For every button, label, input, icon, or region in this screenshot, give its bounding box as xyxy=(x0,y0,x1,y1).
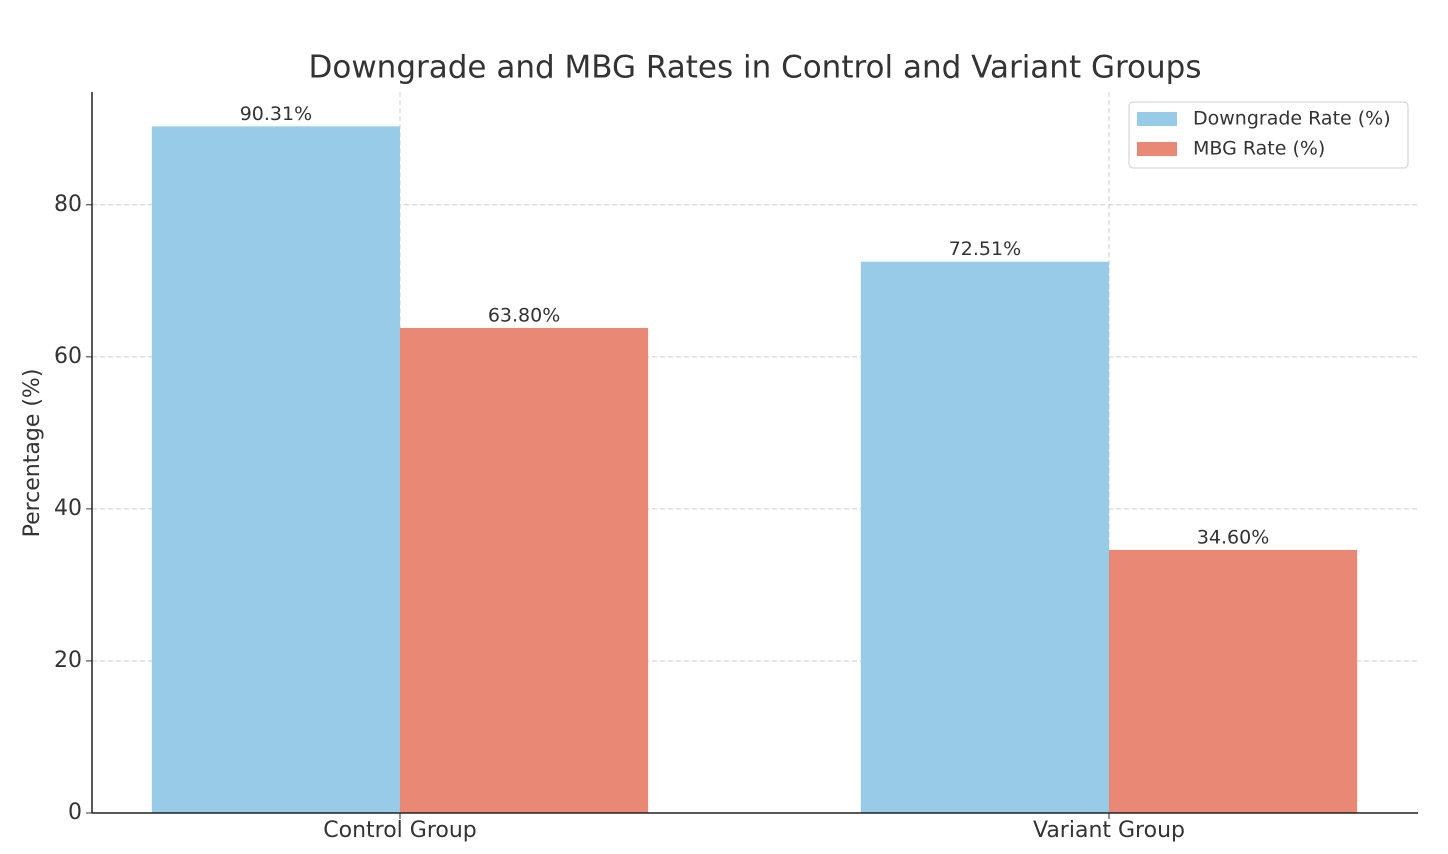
legend-label: MBG Rate (%) xyxy=(1193,138,1325,160)
y-tick-label: 80 xyxy=(54,192,82,217)
value-label: 72.51% xyxy=(949,238,1021,260)
legend-label: Downgrade Rate (%) xyxy=(1193,108,1391,130)
value-label: 90.31% xyxy=(240,103,312,125)
x-tick-label: Variant Group xyxy=(1033,818,1185,843)
y-tick-label: 20 xyxy=(54,648,82,673)
legend-swatch xyxy=(1137,142,1177,156)
legend-swatch xyxy=(1137,112,1177,126)
bar xyxy=(860,261,1109,814)
y-tick-label: 0 xyxy=(68,800,82,825)
chart-title: Downgrade and MBG Rates in Control and V… xyxy=(308,50,1201,86)
value-label: 63.80% xyxy=(488,304,560,326)
y-tick-label: 60 xyxy=(54,344,82,369)
x-tick-label: Control Group xyxy=(323,818,477,843)
y-tick-label: 40 xyxy=(54,496,82,521)
bar xyxy=(1109,549,1358,813)
bar xyxy=(400,327,649,813)
y-axis-label: Percentage (%) xyxy=(20,369,45,538)
legend-box xyxy=(1128,101,1409,169)
bar xyxy=(151,126,400,814)
value-label: 34.60% xyxy=(1197,526,1269,548)
